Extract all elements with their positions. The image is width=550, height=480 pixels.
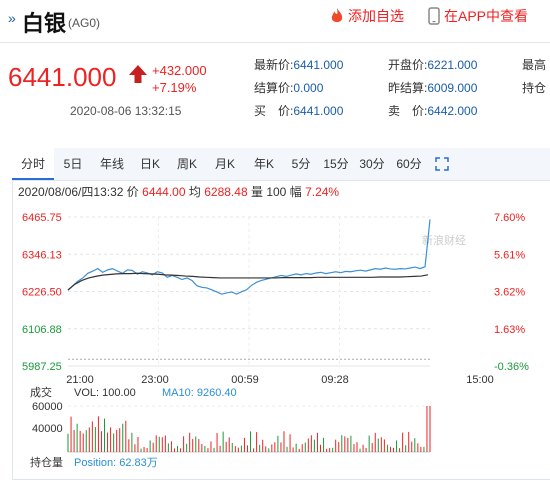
tab-2[interactable]: 年线 [99, 157, 124, 171]
y-left-tick-2: 6226.50 [22, 287, 62, 299]
x-tick-0: 21:00 [66, 374, 94, 386]
x-tick-2: 00:59 [231, 374, 259, 386]
volume-label: 成交 [30, 385, 52, 399]
price-line [67, 219, 431, 295]
y-left-tick-1: 6346.13 [22, 249, 62, 261]
x-tick-4: 15:00 [466, 374, 494, 386]
tab-6[interactable]: 年K [253, 157, 274, 171]
chart-info-line: 2020/08/06/四13:32 价 6444.00 均 6288.48 量 … [18, 183, 339, 200]
view-in-app-label: 在APP中查看 [444, 8, 529, 24]
tab-0[interactable]: 分时 [12, 148, 54, 180]
x-tick-3: 09:28 [321, 374, 349, 386]
y-right-tick-0: 7.60% [494, 212, 525, 224]
watermark-text: 新浪财经 [422, 233, 466, 247]
period-tabs: 分时 5日 年线 日K 周K 月K 年K 5分 15分 30分 60分 [12, 148, 550, 181]
info-amp-label: 幅 [289, 185, 302, 199]
add-favorite-button[interactable]: 添加自选 [330, 6, 404, 26]
add-favorite-label: 添加自选 [348, 8, 404, 24]
tab-4[interactable]: 周K [176, 157, 197, 171]
y-right-tick-1: 5.61% [494, 249, 525, 261]
volume-tick-1: 40000 [32, 423, 63, 435]
phone-icon [428, 7, 440, 25]
tab-3[interactable]: 日K [139, 157, 160, 171]
position-label: 持仓量 [30, 455, 63, 469]
info-avg-label: 均 [188, 185, 201, 199]
instrument-code: (AG0) [68, 16, 101, 30]
change-percent: +7.19% [152, 80, 197, 95]
up-arrow-icon [129, 65, 147, 83]
position-value: Position: 62.83万 [74, 457, 158, 469]
stats-col-1: 最新价:6441.000 结算价:0.000 买 价:6441.000 [254, 54, 343, 123]
y-left-tick-0: 6465.75 [22, 212, 62, 224]
title-row: » 白银 (AG0) 添加自选 在APP中查看 [8, 6, 550, 36]
last-price: 6441.000 [8, 62, 117, 92]
stat-open: 开盘价:6221.000 [388, 58, 478, 72]
stats-col-3: 最高 持仓 [522, 54, 546, 100]
instrument-name: 白银 [22, 11, 67, 36]
info-price-label: 价 [126, 185, 139, 199]
average-line [67, 272, 429, 291]
stat-settle: 结算价:0.000 [254, 81, 324, 95]
stats-col-2: 开盘价:6221.000 昨结算:6009.000 卖 价:6442.000 [388, 54, 477, 123]
tab-5[interactable]: 月K [214, 157, 235, 171]
info-price: 6444.00 [142, 185, 186, 199]
tab-1[interactable]: 5日 [63, 157, 83, 171]
ma10-value: MA10: 9260.40 [162, 387, 237, 399]
tab-10[interactable]: 60分 [396, 157, 422, 171]
stat-latest: 最新价:6441.000 [254, 58, 344, 72]
stat-bid: 买 价:6441.000 [254, 104, 344, 118]
info-amp: 7.24% [305, 185, 340, 199]
x-tick-1: 23:00 [141, 374, 169, 386]
change-block: +432.000 +7.19% [152, 62, 207, 96]
stat-high: 最高 [522, 58, 547, 72]
tab-9[interactable]: 30分 [359, 157, 385, 171]
volume-tick-0: 60000 [32, 401, 63, 413]
info-vol: 100 [266, 185, 287, 199]
volume-value: VOL: 100.00 [74, 387, 136, 399]
info-date: 2020/08/06/四13:32 [18, 185, 124, 199]
tab-7[interactable]: 5分 [291, 157, 311, 171]
y-left-tick-3: 6106.88 [22, 324, 62, 336]
chevron-icon: » [8, 10, 16, 26]
fire-icon [331, 8, 343, 22]
stat-position: 持仓 [522, 81, 547, 95]
intraday-chart[interactable]: 6465.75 6346.13 6226.50 6106.88 5987.25 7.60%… [0, 0, 550, 470]
y-right-tick-2: 3.62% [494, 287, 525, 299]
change-value: +432.000 [152, 63, 207, 78]
view-in-app-button[interactable]: 在APP中查看 [428, 6, 528, 26]
y-right-tick-4: -0.36% [494, 361, 529, 373]
stat-ask: 卖 价:6442.000 [388, 104, 478, 118]
tab-8[interactable]: 15分 [323, 157, 349, 171]
info-vol-label: 量 [250, 185, 263, 199]
y-right-tick-3: 1.63% [494, 324, 525, 336]
fullscreen-icon[interactable] [430, 148, 454, 180]
header-divider [0, 42, 550, 43]
stat-prev-settle: 昨结算:6009.000 [388, 81, 478, 95]
quote-timestamp: 2020-08-06 13:32:15 [70, 104, 182, 118]
y-left-tick-4: 5987.25 [22, 361, 62, 373]
info-avg: 6288.48 [204, 185, 248, 199]
